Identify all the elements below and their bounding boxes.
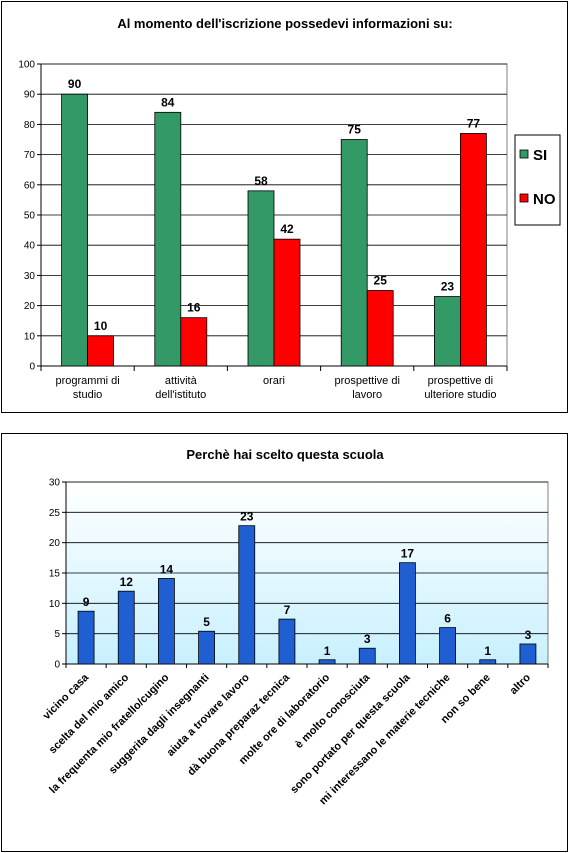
data-label: 77 <box>467 116 481 130</box>
bar-si <box>61 93 88 367</box>
category-label: studio <box>73 389 102 401</box>
y-tick-label: 100 <box>18 60 35 71</box>
bar-no <box>459 133 487 367</box>
data-label: 3 <box>525 628 532 642</box>
category-label: prospettive di <box>334 375 399 387</box>
data-label: 84 <box>161 95 175 109</box>
data-label: 10 <box>94 319 108 333</box>
data-label: 6 <box>444 612 451 626</box>
data-label: 5 <box>203 615 210 629</box>
legend-swatch-no <box>519 193 529 203</box>
category-label: lavoro <box>352 389 382 401</box>
data-label: 16 <box>187 301 201 315</box>
y-tick-label: 90 <box>24 90 36 101</box>
bar-si <box>154 111 182 367</box>
bar <box>77 610 95 665</box>
bar-si <box>340 139 368 367</box>
category-label: orari <box>263 375 285 387</box>
y-tick-label: 25 <box>49 508 61 519</box>
legend-label-si: SI <box>533 147 547 164</box>
category-label: dell'istituto <box>155 389 206 401</box>
y-tick-label: 70 <box>24 150 36 161</box>
data-label: 7 <box>284 603 291 617</box>
data-label: 90 <box>68 77 82 91</box>
chart-panel-informazioni: Al momento dell'iscrizione possedevi inf… <box>1 1 568 413</box>
bar <box>519 643 537 665</box>
category-label: ulteriore studio <box>424 389 496 401</box>
category-label: altro <box>508 671 534 697</box>
bar <box>278 618 296 665</box>
y-tick-label: 80 <box>24 120 36 131</box>
bar <box>117 590 135 665</box>
legend-label-no: NO <box>533 191 556 208</box>
category-label: attività <box>165 375 198 387</box>
data-label: 12 <box>120 575 134 589</box>
bar-no <box>273 238 301 367</box>
y-tick-label: 15 <box>49 569 61 580</box>
legend: SI NO <box>514 134 561 226</box>
y-tick-label: 0 <box>54 660 60 671</box>
category-label: scelta del mio amico <box>47 671 132 756</box>
category-label: programmi di <box>56 375 120 387</box>
data-label: 75 <box>348 123 362 137</box>
data-label: 9 <box>83 595 90 609</box>
bar-si <box>247 190 275 367</box>
y-tick-label: 10 <box>24 331 36 342</box>
data-label: 1 <box>324 644 331 658</box>
chart-scelta-scuola: Perchè hai scelto questa scuola051015202… <box>41 447 549 807</box>
bar <box>358 647 376 665</box>
y-tick-label: 20 <box>24 301 36 312</box>
data-label: 17 <box>401 547 415 561</box>
bar <box>238 525 256 665</box>
data-label: 42 <box>280 222 294 236</box>
bar <box>399 562 416 665</box>
y-tick-label: 30 <box>49 478 61 489</box>
data-label: 1 <box>484 644 491 658</box>
category-label: è molto conosciuta <box>293 671 373 751</box>
data-label: 3 <box>364 632 371 646</box>
bar <box>198 630 215 665</box>
y-tick-label: 60 <box>24 180 36 191</box>
chart-title: Al momento dell'iscrizione possedevi inf… <box>117 16 452 31</box>
y-tick-label: 30 <box>24 271 36 282</box>
y-tick-label: 10 <box>49 599 61 610</box>
y-tick-label: 0 <box>29 362 35 373</box>
data-label: 58 <box>254 174 268 188</box>
y-tick-label: 5 <box>54 629 60 640</box>
data-label: 25 <box>374 274 388 288</box>
category-label: prospettive di <box>428 375 493 387</box>
data-label: 23 <box>240 510 254 524</box>
bar-no <box>87 335 114 367</box>
y-tick-label: 20 <box>49 538 61 549</box>
y-tick-label: 40 <box>24 241 36 252</box>
legend-swatch-si <box>519 149 529 159</box>
bar <box>439 627 456 665</box>
bar-no <box>366 290 394 367</box>
bar-si <box>433 296 461 367</box>
chart-panel-scelta-scuola: Perchè hai scelto questa scuola 0 5 10 15 20 2… <box>1 433 568 852</box>
y-tick-label: 50 <box>24 211 36 222</box>
chart-informazioni: Al momento dell'iscrizione possedevi inf… <box>18 16 561 401</box>
chart-title: Perchè hai scelto questa scuola <box>186 447 384 462</box>
bar <box>158 578 175 665</box>
data-label: 14 <box>160 562 174 576</box>
data-label: 23 <box>441 280 455 294</box>
bar-no <box>180 317 208 367</box>
bar <box>318 659 336 665</box>
bar <box>479 659 497 665</box>
